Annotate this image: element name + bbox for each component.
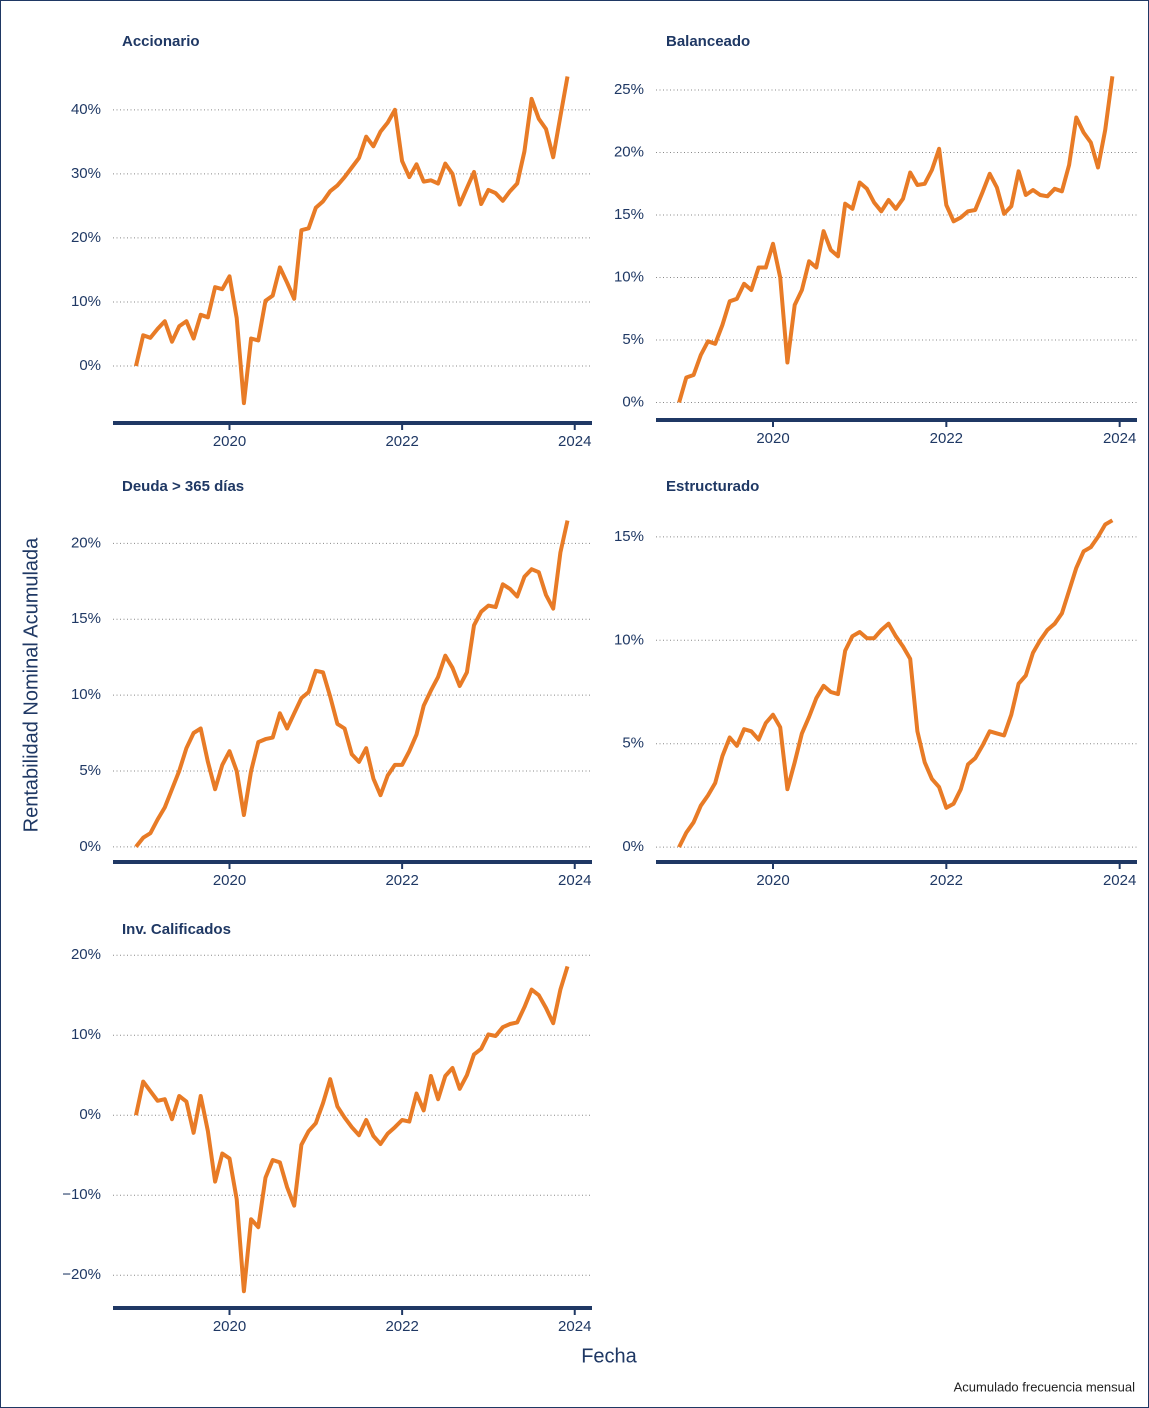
y-tick-label: 20% [71, 946, 101, 963]
y-tick-label: 0% [622, 393, 644, 410]
panel-title: Accionario [122, 33, 200, 50]
y-tick-label: 30% [71, 165, 101, 182]
y-tick-label: −20% [62, 1266, 101, 1283]
series-line [134, 520, 570, 849]
x-tick-label: 2024 [1103, 872, 1136, 889]
y-tick-label: 5% [622, 735, 644, 752]
y-tick-label: 20% [71, 534, 101, 551]
y-tick-label: 10% [71, 293, 101, 310]
y-tick-label: 10% [71, 1026, 101, 1043]
x-tick-label: 2022 [385, 1318, 418, 1335]
x-tick-label: 2024 [558, 1318, 591, 1335]
series-line [134, 76, 570, 406]
y-tick-label: 15% [614, 528, 644, 545]
y-tick-label: 0% [79, 357, 101, 374]
panel-title: Balanceado [666, 33, 750, 50]
panel-title: Inv. Calificados [122, 921, 231, 938]
x-tick-label: 2022 [385, 872, 418, 889]
y-tick-label: 25% [614, 81, 644, 98]
panel-title: Estructurado [666, 478, 759, 495]
x-tick-label: 2022 [930, 430, 963, 447]
y-tick-label: 0% [79, 838, 101, 855]
y-tick-label: 20% [71, 229, 101, 246]
x-tick-label: 2024 [558, 433, 591, 450]
y-tick-label: 20% [614, 143, 644, 160]
y-tick-label: 40% [71, 101, 101, 118]
y-tick-label: 0% [622, 838, 644, 855]
x-tick-label: 2020 [756, 430, 789, 447]
y-tick-label: 0% [79, 1106, 101, 1123]
x-tick-label: 2020 [213, 1318, 246, 1335]
x-tick-label: 2024 [1103, 430, 1136, 447]
x-tick-label: 2022 [930, 872, 963, 889]
y-tick-label: 10% [71, 686, 101, 703]
y-tick-label: −10% [62, 1186, 101, 1203]
x-axis-label: Fecha [581, 1345, 637, 1367]
series-line [677, 76, 1115, 404]
y-axis-label: Rentabilidad Nominal Acumulada [20, 537, 42, 832]
y-tick-label: 15% [71, 610, 101, 627]
x-tick-label: 2020 [756, 872, 789, 889]
x-tick-label: 2020 [213, 433, 246, 450]
y-tick-label: 10% [614, 631, 644, 648]
y-tick-label: 5% [622, 331, 644, 348]
caption: Acumulado frecuencia mensual [954, 1379, 1135, 1394]
series-line [677, 518, 1114, 848]
y-tick-label: 10% [614, 268, 644, 285]
panel-title: Deuda > 365 días [122, 478, 244, 495]
x-tick-label: 2024 [558, 872, 591, 889]
x-tick-label: 2020 [213, 872, 246, 889]
y-tick-label: 15% [614, 206, 644, 223]
y-tick-label: 5% [79, 762, 101, 779]
x-tick-label: 2022 [385, 433, 418, 450]
series-line [134, 965, 570, 1294]
